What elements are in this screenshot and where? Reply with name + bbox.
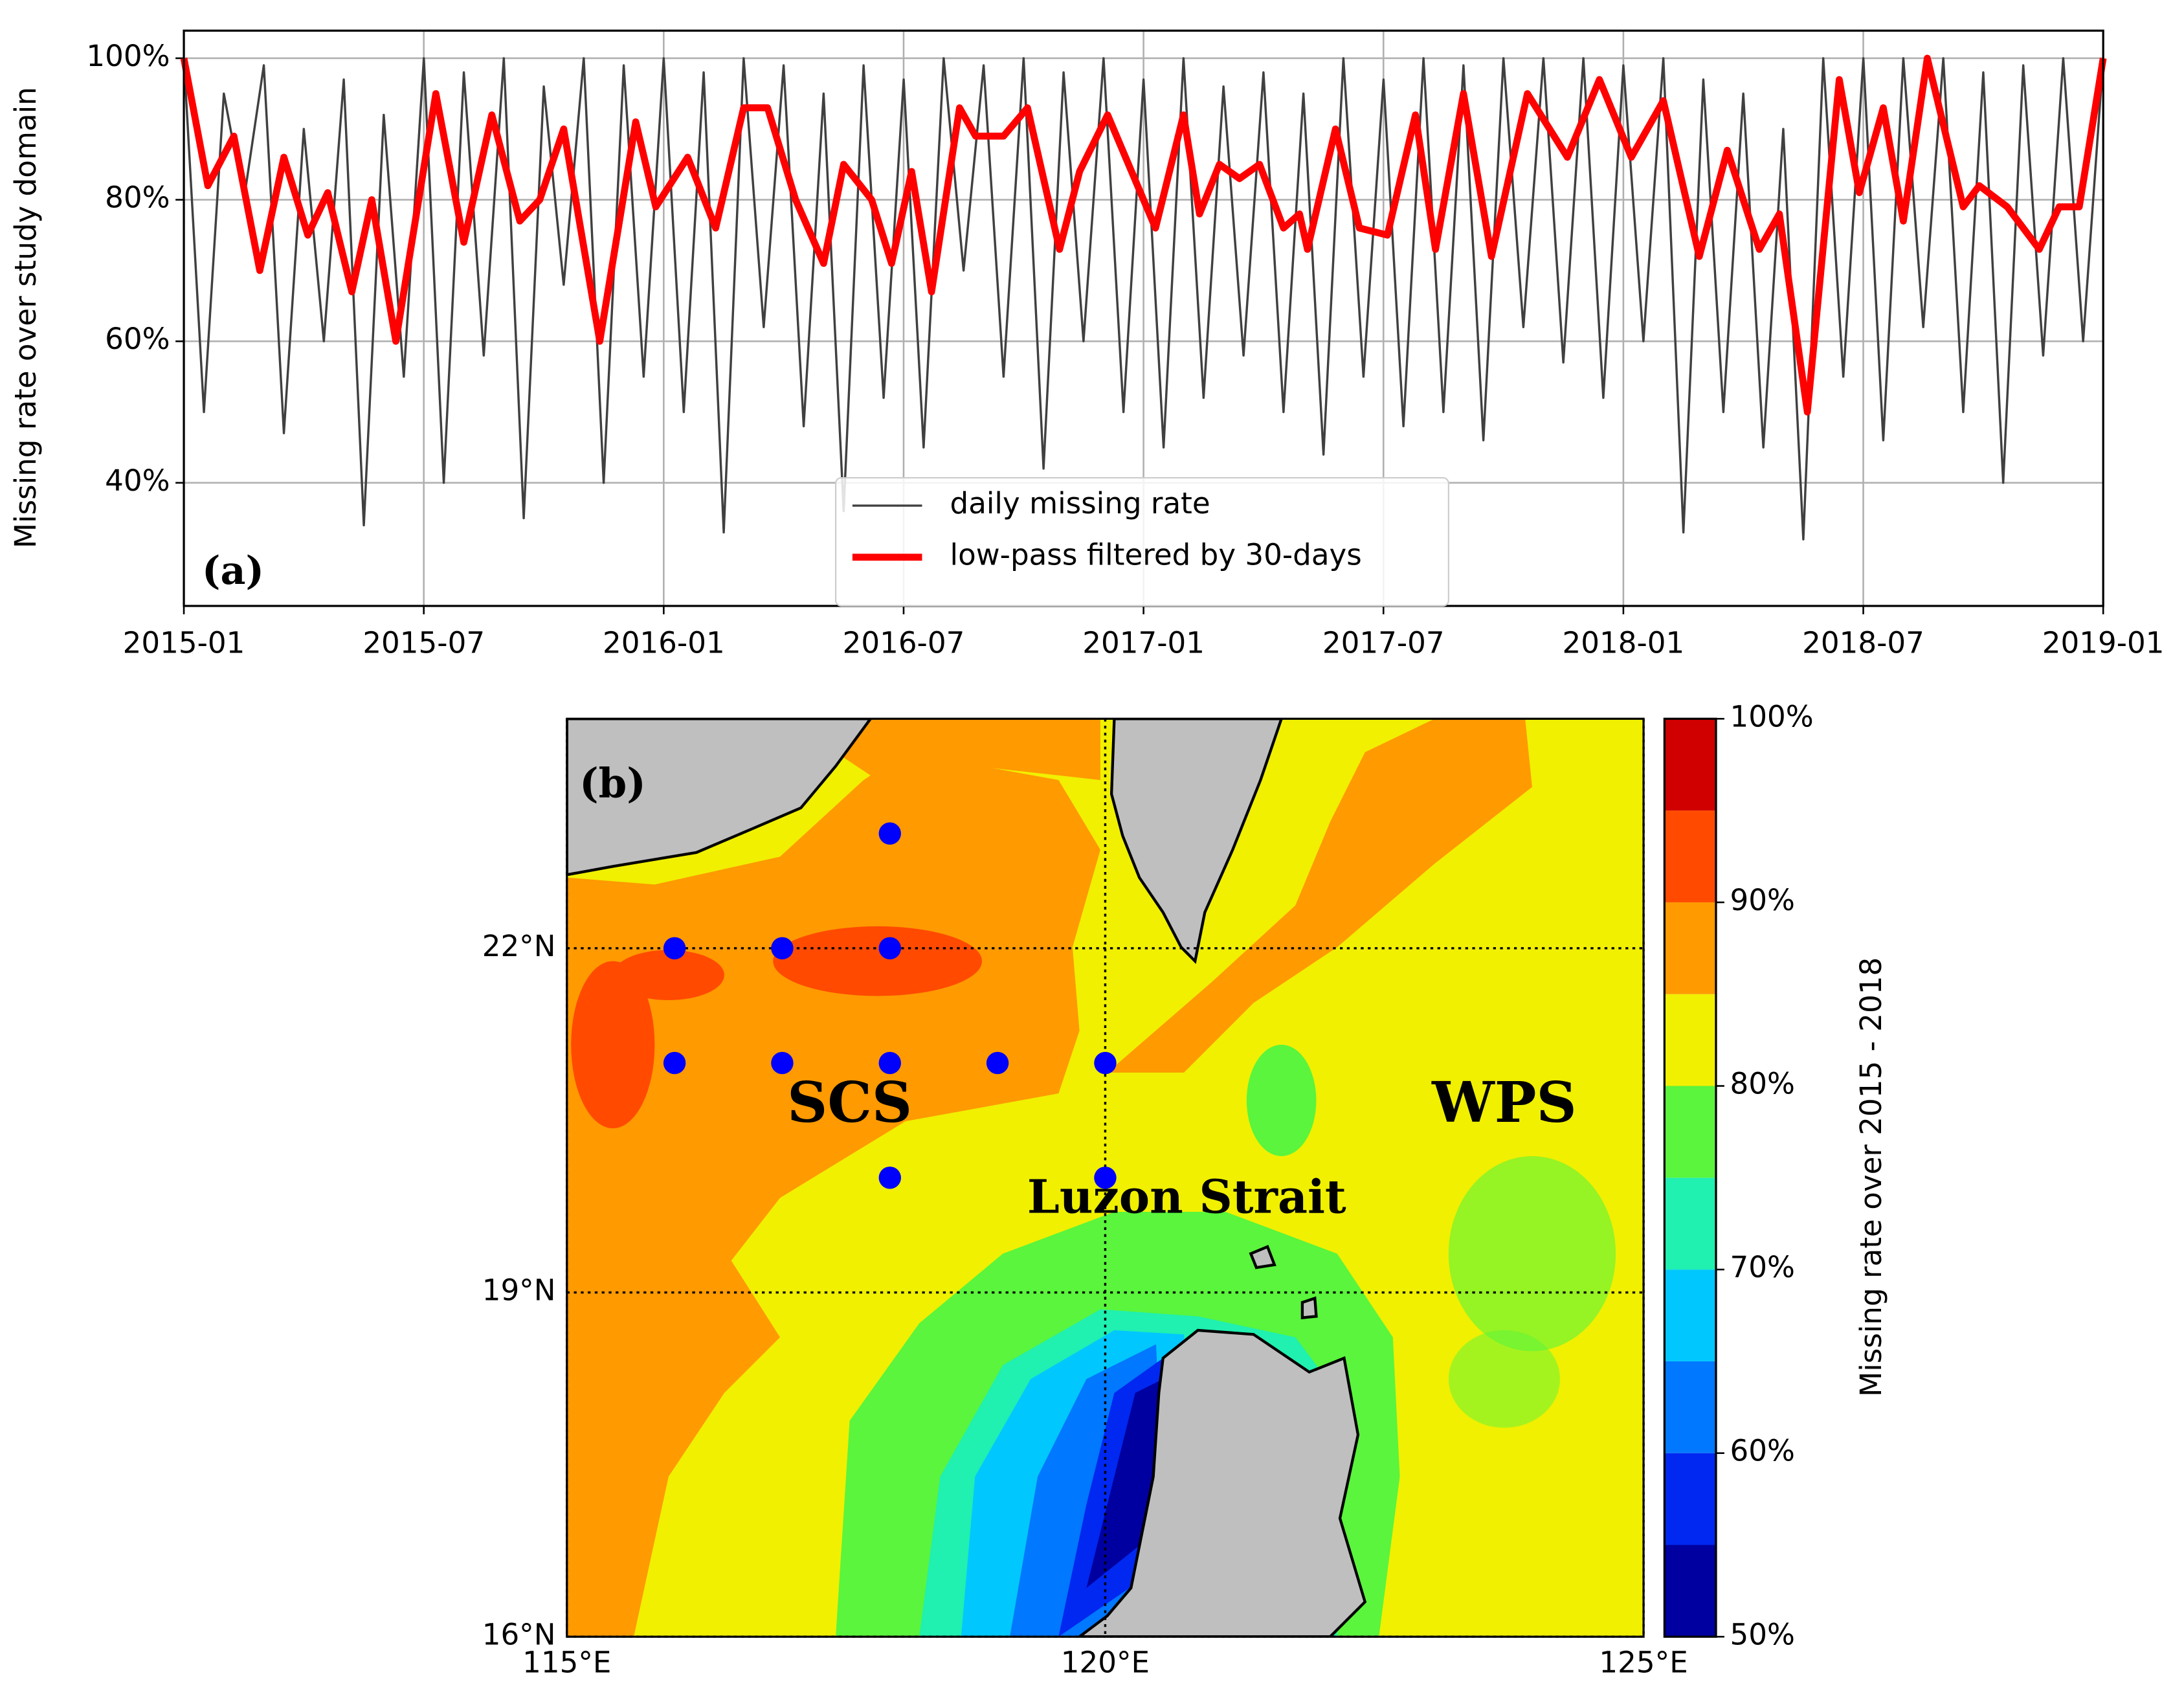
colorbar-tick-label: 100% (1730, 699, 1814, 733)
station-point (663, 1051, 686, 1075)
series-line (180, 54, 2107, 416)
colorbar-tick-label: 60% (1730, 1434, 1795, 1468)
station-point (878, 1167, 901, 1189)
panel-label: (b) (579, 759, 646, 807)
field-region (1448, 1156, 1616, 1352)
colorbar-band (1664, 902, 1716, 994)
field-region (571, 961, 655, 1128)
region-label: WPS (1431, 1070, 1577, 1135)
x-tick-label: 2018-01 (1563, 625, 1685, 660)
y-tick-label: 22°N (482, 929, 556, 963)
x-tick-label: 120°E (1061, 1645, 1150, 1679)
field-region (773, 926, 983, 996)
x-tick-label: 2015-01 (123, 625, 245, 660)
colorbar-band (1664, 1361, 1716, 1453)
legend-label: daily missing rate (950, 486, 1210, 520)
x-tick-label: 2016-07 (843, 625, 965, 660)
land (566, 719, 873, 877)
y-tick-label: 80% (105, 181, 170, 215)
y-tick-label: 16°N (482, 1617, 556, 1651)
panel-label: (a) (202, 548, 264, 594)
colorbar-band (1664, 719, 1716, 811)
colorbar-band (1664, 1269, 1716, 1361)
y-axis-label: Missing rate over study domain (8, 87, 43, 548)
legend-box (834, 476, 1449, 607)
station-point (878, 937, 901, 960)
station-point (986, 1051, 1009, 1075)
field-region (1107, 719, 1532, 1073)
field-region (1448, 1330, 1560, 1428)
x-tick-label: 115°E (522, 1645, 611, 1679)
station-point (771, 1051, 794, 1075)
colorbar-label: Missing rate over 2015 - 2018 (1854, 957, 1888, 1397)
colorbar-band (1664, 994, 1716, 1086)
region-label: SCS (787, 1070, 912, 1135)
colorbar-tick-label: 70% (1730, 1250, 1795, 1284)
y-tick-label: 100% (86, 39, 170, 73)
station-point (771, 937, 794, 960)
land (1109, 719, 1283, 965)
colorbar-tick-label: 80% (1730, 1067, 1795, 1101)
y-tick-label: 40% (105, 464, 170, 498)
land (1300, 1296, 1318, 1319)
field-region (1246, 1044, 1317, 1156)
field-region (612, 950, 724, 1000)
map-frame (566, 717, 1645, 1638)
x-tick-label: 2015-07 (362, 625, 485, 660)
colorbar-band (1664, 810, 1716, 902)
x-tick-label: 2017-07 (1322, 625, 1445, 660)
region-label: Luzon Strait (1027, 1169, 1346, 1223)
colorbar-band (1664, 1086, 1716, 1178)
colorbar-tick-label: 90% (1730, 883, 1795, 917)
land (1249, 1244, 1276, 1269)
station-point (1094, 1167, 1117, 1189)
station-point (663, 937, 686, 960)
x-tick-label: 2019-01 (2042, 625, 2165, 660)
colorbar-band (1664, 1545, 1716, 1637)
station-point (878, 822, 901, 845)
x-tick-label: 2016-01 (603, 625, 725, 660)
colorbar-frame (1663, 717, 1717, 1638)
x-tick-label: 125°E (1599, 1645, 1688, 1679)
y-tick-label: 60% (105, 322, 170, 356)
legend-label: low-pass filtered by 30-days (950, 538, 1362, 572)
x-tick-label: 2018-07 (1802, 625, 1924, 660)
series-line (183, 57, 2104, 541)
x-tick-label: 2017-01 (1082, 625, 1205, 660)
station-point (878, 1051, 901, 1075)
series-group (180, 54, 2107, 541)
colorbar-band (1664, 1178, 1716, 1270)
station-point (1094, 1051, 1117, 1075)
colorbar-band (1664, 1453, 1716, 1545)
y-tick-label: 19°N (482, 1273, 556, 1308)
land (1077, 1328, 1367, 1637)
colorbar-tick-label: 50% (1730, 1617, 1795, 1651)
